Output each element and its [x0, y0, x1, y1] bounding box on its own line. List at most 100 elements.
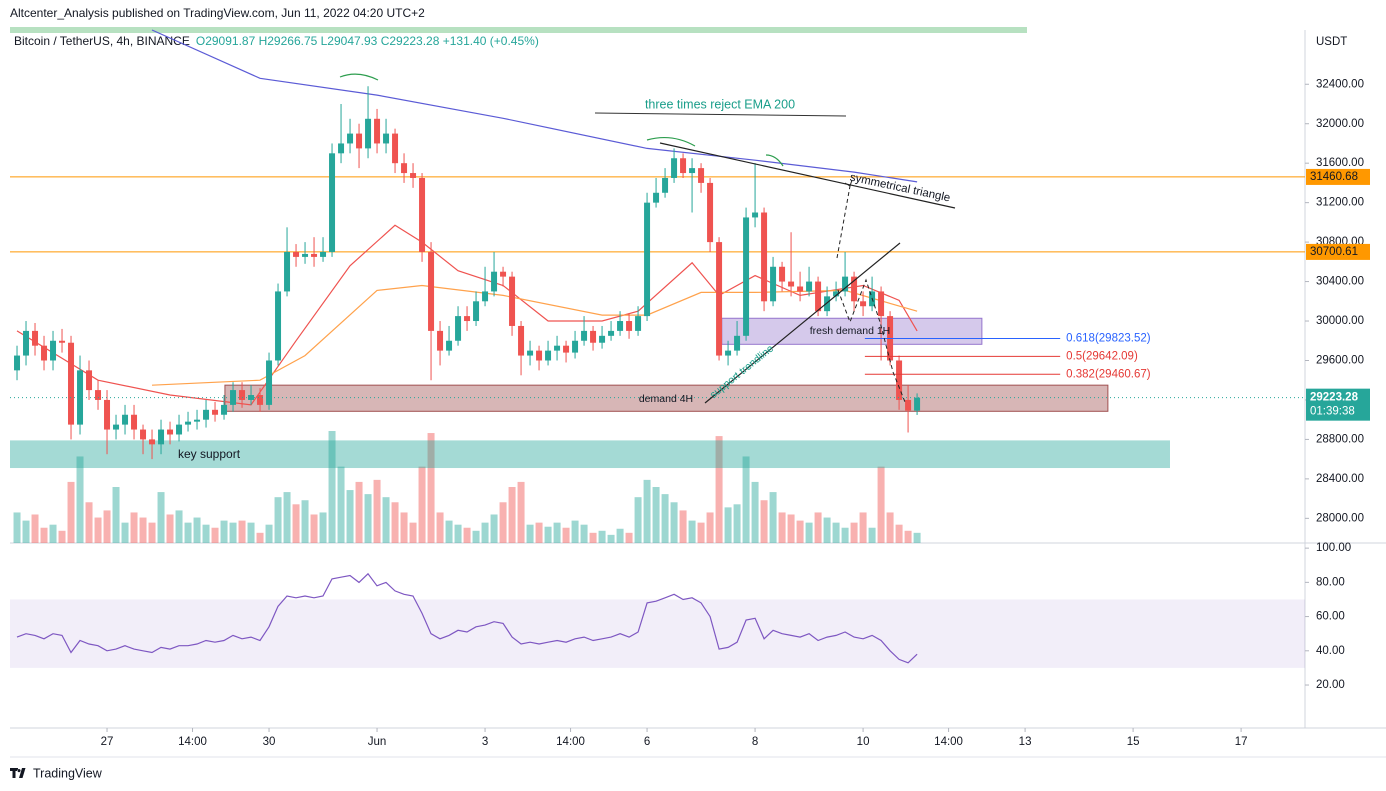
triangle-upper: [659, 142, 956, 209]
candle-body: [509, 276, 516, 326]
volume-bar: [895, 524, 903, 543]
volume-bar: [706, 512, 714, 543]
symbol: Bitcoin / TetherUS, 4h, BINANCE: [14, 34, 190, 48]
volume-bar: [202, 524, 210, 543]
brand: TradingView: [10, 766, 103, 780]
volume-bar: [103, 510, 111, 543]
volume-bar: [535, 522, 543, 543]
volume-bar: [724, 507, 732, 543]
candle-body: [131, 414, 138, 430]
candle-body: [842, 276, 849, 292]
volume-bar: [886, 512, 894, 543]
candle-body: [662, 177, 669, 193]
ohlc: O29091.87 H29266.75 L29047.93 C29223.28 …: [196, 34, 539, 48]
volume-bar: [598, 530, 606, 543]
volume-bar: [733, 504, 741, 543]
candle-body: [779, 266, 786, 282]
candle-body: [815, 281, 822, 312]
y-tick-label: 31200.00: [1316, 197, 1364, 209]
volume-bar: [742, 456, 750, 543]
volume-bar: [652, 487, 660, 543]
candle-body: [221, 404, 228, 415]
zone: [10, 440, 1170, 469]
volume-bar: [49, 524, 57, 543]
volume-bar: [859, 512, 867, 543]
byline: Altcenter_Analysis published on TradingV…: [10, 6, 425, 20]
volume-bar: [670, 502, 678, 543]
y-tick-label: 28800.00: [1316, 433, 1364, 445]
volume-bar: [373, 479, 381, 543]
candle-body: [860, 301, 867, 307]
volume-bar: [364, 494, 372, 543]
volume-bar: [94, 517, 102, 543]
volume-bar: [337, 466, 345, 543]
volume-bar: [508, 487, 516, 543]
zone-label: demand 4H: [639, 393, 693, 405]
candle-body: [590, 330, 597, 343]
candle-body: [176, 424, 183, 435]
candle-body: [725, 350, 732, 356]
volume-bar: [625, 532, 633, 543]
candle-body: [122, 414, 129, 425]
volume-bar: [661, 494, 669, 543]
volume-bar: [715, 436, 723, 543]
candle-body: [518, 325, 525, 356]
candle-body: [293, 251, 300, 257]
candle-body: [464, 316, 471, 322]
y-tick-label: 29600.00: [1316, 355, 1364, 367]
candle-body: [329, 153, 336, 252]
candle-body: [32, 330, 39, 346]
candle-body: [554, 345, 561, 351]
volume-bar: [877, 466, 885, 543]
candle-body: [491, 271, 498, 292]
y-tick-label: 28400.00: [1316, 473, 1364, 485]
volume-bar: [805, 522, 813, 543]
candle-body: [383, 133, 390, 144]
candle-body: [347, 133, 354, 144]
volume-bar: [436, 512, 444, 543]
reject-arc: [765, 154, 784, 167]
volume-bar: [157, 492, 165, 543]
volume-bar: [274, 497, 282, 543]
candle-body: [428, 251, 435, 331]
volume-bar: [445, 520, 453, 543]
volume-bar: [229, 522, 237, 543]
candle-body: [743, 217, 750, 336]
candle-body: [680, 158, 687, 174]
volume-bar: [589, 532, 597, 543]
candle-body: [149, 439, 156, 445]
candle-body: [41, 345, 48, 361]
candle-body: [212, 409, 219, 415]
dashed-path: [837, 278, 906, 403]
x-tick-label: 27: [101, 736, 114, 748]
arrow-head: [844, 179, 853, 187]
candle-body: [788, 281, 795, 287]
candle-body: [401, 163, 408, 174]
x-tick-label: 13: [1019, 736, 1032, 748]
candle-body: [446, 340, 453, 351]
y-tick-label: 32000.00: [1316, 118, 1364, 130]
candle-body: [635, 316, 642, 331]
volume-bar: [130, 512, 138, 543]
level-tag: [1306, 243, 1370, 260]
candle-body: [473, 301, 480, 322]
volume-bar: [400, 512, 408, 543]
volume-bar: [688, 520, 696, 543]
candle-body: [689, 168, 696, 174]
volume-bar: [292, 504, 300, 543]
volume-bar: [139, 517, 147, 543]
zone: [224, 384, 1109, 412]
candle-body: [104, 399, 111, 430]
rsi-tick-label: 80.00: [1316, 576, 1345, 588]
y-tick-label: 30000.00: [1316, 315, 1364, 327]
volume-bar: [904, 530, 912, 543]
volume-bar: [472, 530, 480, 543]
volume-bar: [526, 524, 534, 543]
volume-bar: [697, 522, 705, 543]
volume-bar: [85, 502, 93, 543]
volume-bar: [841, 527, 849, 543]
triangle-lower: [704, 242, 901, 404]
ema-line: [151, 29, 918, 183]
x-tick-label: 14:00: [178, 736, 207, 748]
